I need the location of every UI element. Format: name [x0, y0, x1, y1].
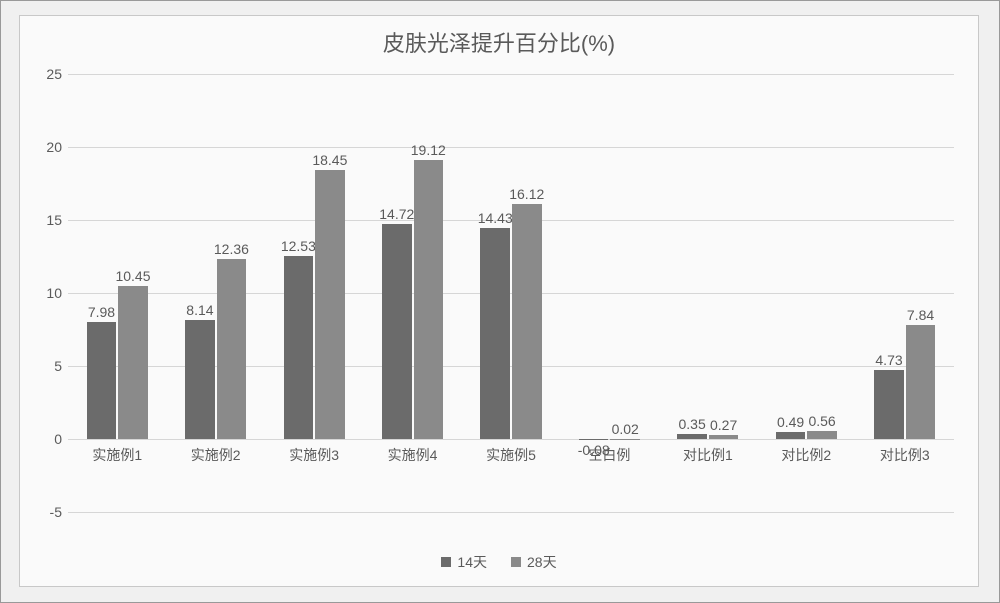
legend-item-28: 28天 — [511, 552, 557, 572]
plot-frame: 皮肤光泽提升百分比(%) -5 0 5 10 15 20 25 7.98 10.45 实施例1 8.… — [19, 15, 979, 587]
bar-value-label: 18.45 — [312, 152, 347, 168]
bar — [512, 204, 542, 439]
bar — [87, 322, 117, 439]
bar-value-label: 0.27 — [710, 417, 737, 433]
bar — [874, 370, 904, 439]
bar-value-label: 0.02 — [612, 421, 639, 437]
bar — [185, 320, 215, 439]
bar-value-label: 12.53 — [281, 238, 316, 254]
bar-value-label: 4.73 — [875, 352, 902, 368]
gridline — [68, 439, 954, 440]
bar — [807, 431, 837, 439]
category-label: 实施例4 — [388, 445, 438, 465]
bar — [217, 259, 247, 439]
category-label: 空白例 — [588, 445, 630, 465]
chart-container: 皮肤光泽提升百分比(%) -5 0 5 10 15 20 25 7.98 10.45 实施例1 8.… — [0, 0, 1000, 603]
legend-label-28: 28天 — [527, 552, 557, 572]
bar-value-label: 7.98 — [88, 304, 115, 320]
bar — [677, 434, 707, 439]
category-label: 实施例3 — [289, 445, 339, 465]
category-label: 实施例2 — [191, 445, 241, 465]
bar-value-label: 7.84 — [907, 307, 934, 323]
bar-value-label: 14.72 — [379, 206, 414, 222]
bar-value-label: 14.43 — [478, 210, 513, 226]
legend-label-14: 14天 — [457, 552, 487, 572]
bar-value-label: 0.56 — [808, 413, 835, 429]
bar — [315, 170, 345, 439]
y-tick-label: 25 — [28, 66, 62, 82]
plot-area: -505101520257.9810.45实施例18.1412.36实施例212… — [68, 74, 954, 512]
bar-value-label: 12.36 — [214, 241, 249, 257]
legend-swatch-28-icon — [511, 557, 521, 567]
bar — [579, 439, 609, 440]
gridline — [68, 74, 954, 75]
bar — [284, 256, 314, 439]
y-tick-label: 10 — [28, 285, 62, 301]
bar — [610, 439, 640, 440]
bar — [709, 435, 739, 439]
category-label: 实施例1 — [92, 445, 142, 465]
y-tick-label: 5 — [28, 358, 62, 374]
bar-value-label: 19.12 — [411, 142, 446, 158]
category-label: 对比例2 — [781, 445, 831, 465]
category-label: 实施例5 — [486, 445, 536, 465]
chart-title: 皮肤光泽提升百分比(%) — [20, 26, 978, 58]
bar — [382, 224, 412, 439]
legend-swatch-14-icon — [441, 557, 451, 567]
bar — [480, 228, 510, 439]
y-tick-label: -5 — [28, 504, 62, 520]
category-label: 对比例1 — [683, 445, 733, 465]
bar-value-label: 10.45 — [115, 268, 150, 284]
bar-value-label: 16.12 — [509, 186, 544, 202]
category-label: 对比例3 — [880, 445, 930, 465]
bar-value-label: 0.49 — [777, 414, 804, 430]
gridline — [68, 147, 954, 148]
bar — [414, 160, 444, 439]
bar — [118, 286, 148, 439]
gridline — [68, 512, 954, 513]
y-tick-label: 20 — [28, 139, 62, 155]
bar-value-label: 8.14 — [186, 302, 213, 318]
bar-value-label: 0.35 — [679, 416, 706, 432]
bar — [906, 325, 936, 439]
legend-item-14: 14天 — [441, 552, 487, 572]
y-tick-label: 15 — [28, 212, 62, 228]
legend: 14天 28天 — [20, 552, 978, 572]
bar — [776, 432, 806, 439]
y-tick-label: 0 — [28, 431, 62, 447]
